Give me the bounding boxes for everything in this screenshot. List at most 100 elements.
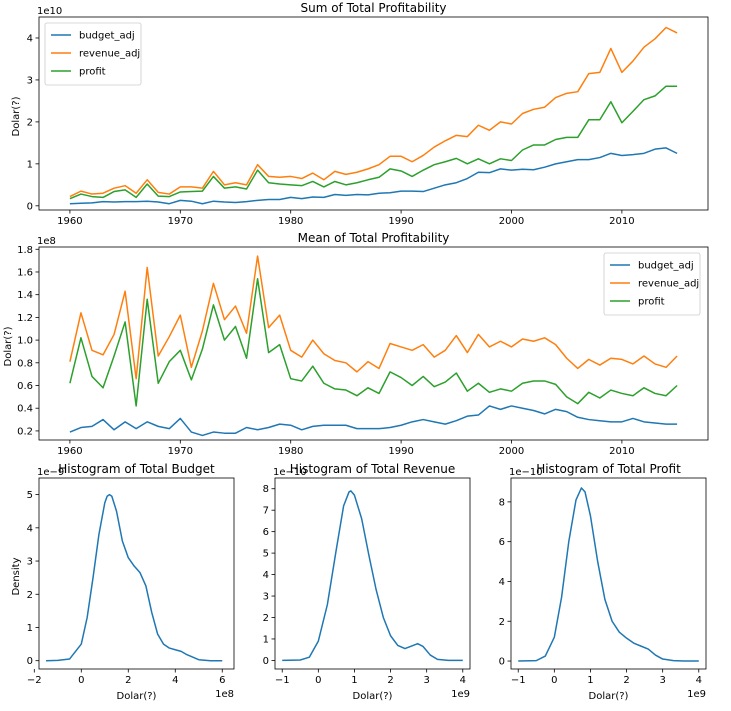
y-axis-label: Density (11, 557, 22, 595)
y-tick-label: 1.8 (17, 245, 33, 256)
legend-entry: profit (79, 67, 106, 78)
y-scale-label: 1e10 (37, 6, 62, 17)
profit-line (69, 278, 678, 407)
x-tick-label: −1 (275, 675, 290, 686)
x-tick-label: −2 (27, 675, 42, 686)
y-tick-label: 1 (27, 623, 33, 634)
y-tick-label: 1.0 (17, 336, 33, 347)
plot-frame (274, 477, 471, 670)
legend-entry: budget_adj (638, 261, 694, 272)
y-tick-label: 4 (27, 33, 33, 44)
x-tick-label: 6 (219, 675, 225, 686)
x-axis-label: Dolar(?) (117, 691, 157, 702)
chart-title: Histogram of Total Revenue (290, 462, 456, 476)
x-tick-label: 3 (659, 675, 665, 686)
hist-budget-chart: −2 0 2 4 6 0 1 2 3 4 5 Histogram of Total Budget1e−… (11, 462, 235, 702)
y-tick-label: 2 (27, 590, 33, 601)
hist-profit-chart: −1 0 1 2 3 4 0 2 4 6 8 Histogram of Total Profit1e−… (499, 462, 707, 702)
y-tick-label: 3 (263, 592, 269, 603)
plot-frame (510, 477, 707, 670)
y-tick-label: 4 (27, 523, 33, 534)
legend-box (603, 252, 701, 316)
y-axis-label: Dolar(?) (11, 96, 22, 136)
x-tick-label: 1990 (388, 216, 413, 227)
density-line (518, 487, 699, 662)
x-tick-label: 3 (423, 675, 429, 686)
sum-chart: 1960 1970 1980 1990 2000 2010 0 1 2 3 4 Sum of Tota… (11, 1, 709, 227)
x-tick-label: 1970 (168, 216, 193, 227)
chart-title: Mean of Total Profitability (298, 231, 450, 245)
y-tick-label: 5 (27, 490, 33, 501)
x-tick-label: 2010 (609, 446, 634, 457)
plot-frame (38, 246, 709, 441)
x-tick-label: 0 (78, 675, 84, 686)
x-tick-label: 2 (125, 675, 131, 686)
x-tick-label: 1960 (57, 446, 82, 457)
x-tick-label: 1 (351, 675, 357, 686)
x-tick-label: 2 (623, 675, 629, 686)
y-tick-label: 8 (263, 484, 269, 495)
legend-entry: profit (638, 297, 665, 308)
y-scale-label: 1e−10 (273, 467, 307, 478)
y-scale-label: 1e8 (37, 236, 56, 247)
density-line (282, 490, 463, 662)
chart-title: Sum of Total Profitability (300, 1, 446, 15)
y-tick-label: 1.4 (17, 290, 33, 301)
x-axis-label: Dolar(?) (353, 691, 393, 702)
x-tick-label: 2 (387, 675, 393, 686)
x-tick-label: 1990 (388, 446, 413, 457)
x-scale-label: 1e8 (215, 689, 234, 700)
y-tick-label: 2 (499, 617, 505, 628)
x-tick-label: 1970 (168, 446, 193, 457)
legend-entry: revenue_adj (79, 49, 140, 60)
legend-box (44, 22, 142, 86)
y-axis-label: Dolar(?) (3, 326, 14, 366)
y-tick-label: 4 (499, 577, 505, 588)
y-scale-label: 1e−10 (509, 467, 543, 478)
x-scale-label: 1e9 (451, 689, 470, 700)
budget-adj-line (69, 405, 678, 437)
revenue-adj-line (69, 255, 678, 380)
revenue-adj-line (69, 26, 678, 198)
y-tick-label: 5 (263, 549, 269, 560)
legend-entry: revenue_adj (638, 279, 699, 290)
y-tick-label: 6 (263, 527, 269, 538)
x-tick-label: 2000 (499, 216, 524, 227)
y-tick-label: 3 (27, 75, 33, 86)
y-tick-label: 1.6 (17, 267, 33, 278)
plot-frame (38, 16, 709, 211)
y-tick-label: 0.6 (17, 381, 33, 392)
x-tick-label: 4 (460, 675, 466, 686)
y-tick-label: 0 (27, 656, 33, 667)
y-tick-label: 0.8 (17, 358, 33, 369)
x-tick-label: 0 (551, 675, 557, 686)
x-tick-label: 1960 (57, 216, 82, 227)
profit-line (69, 85, 678, 200)
x-tick-label: 2010 (609, 216, 634, 227)
y-tick-label: 4 (263, 570, 269, 581)
hist-revenue-chart: −1 0 1 2 3 4 0 1 2 3 4 5 6 7 8 Histogram of Total Reven… (263, 462, 471, 702)
y-tick-label: 0.4 (17, 404, 33, 415)
y-tick-label: 0.2 (17, 426, 33, 437)
y-tick-label: 3 (27, 557, 33, 568)
x-tick-label: 1 (587, 675, 593, 686)
x-tick-label: 2000 (499, 446, 524, 457)
x-axis-label: Dolar(?) (589, 691, 629, 702)
x-tick-label: 0 (315, 675, 321, 686)
y-tick-label: 1 (263, 634, 269, 645)
y-tick-label: 7 (263, 506, 269, 517)
x-tick-label: 4 (696, 675, 702, 686)
y-tick-label: 1 (27, 159, 33, 170)
x-tick-label: 1980 (278, 216, 303, 227)
chart-title: Histogram of Total Budget (58, 462, 215, 476)
legend-entry: budget_adj (79, 31, 135, 42)
y-tick-label: 0 (499, 657, 505, 668)
y-tick-label: 0 (263, 656, 269, 667)
y-tick-label: 2 (27, 117, 33, 128)
density-line (46, 493, 223, 662)
y-scale-label: 1e−9 (37, 467, 64, 478)
y-tick-label: 1.2 (17, 313, 33, 324)
